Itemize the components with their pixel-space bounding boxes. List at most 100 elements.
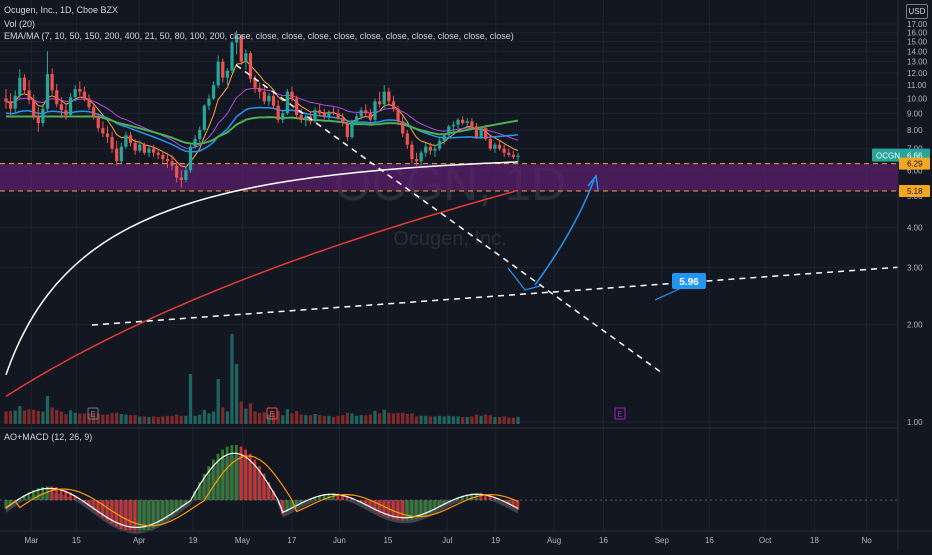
candle-body xyxy=(166,159,169,161)
candle-body xyxy=(4,99,7,102)
candle-body xyxy=(74,89,77,97)
volume-bar xyxy=(433,416,436,424)
candle-body xyxy=(230,43,233,71)
price-tick-label: 1.00 xyxy=(907,418,923,427)
volume-bar xyxy=(350,413,353,424)
candle-body xyxy=(51,74,54,90)
volume-bar xyxy=(221,407,224,424)
volume-bar xyxy=(327,416,330,424)
candle-body xyxy=(221,62,224,78)
candle-body xyxy=(443,135,446,141)
candle-body xyxy=(69,97,72,115)
price-tick-label: 2.00 xyxy=(907,321,923,330)
volume-bar xyxy=(378,413,381,424)
candle-body xyxy=(475,126,478,137)
candle-body xyxy=(32,100,35,117)
candle-body xyxy=(507,153,510,155)
volume-bar xyxy=(406,414,409,424)
price-tick-label: 4.00 xyxy=(907,223,923,232)
candle-body xyxy=(323,113,326,116)
candle-body xyxy=(290,92,293,99)
last-price-symbol: OCGN xyxy=(876,152,900,161)
volume-legend[interactable]: Vol (20) xyxy=(4,19,35,29)
volume-bar xyxy=(41,412,44,424)
price-tick-label: 13.00 xyxy=(907,58,928,67)
price-tick-label: 10.00 xyxy=(907,95,928,104)
volume-bar xyxy=(198,415,201,424)
candle-body xyxy=(286,92,289,114)
candle-body xyxy=(189,147,192,171)
volume-bar xyxy=(447,416,450,424)
volume-bar xyxy=(383,410,386,424)
volume-bar xyxy=(129,415,132,424)
volume-bar xyxy=(452,416,455,424)
wedge-marker xyxy=(508,268,540,290)
volume-bar xyxy=(120,414,123,424)
volume-bar xyxy=(387,413,390,424)
volume-bar xyxy=(18,406,21,424)
candle-body xyxy=(78,89,81,92)
candle-body xyxy=(23,78,26,91)
volume-bar xyxy=(235,364,238,424)
candle-body xyxy=(18,78,21,96)
candle-body xyxy=(170,161,173,165)
volume-bar xyxy=(336,416,339,424)
candle-body xyxy=(41,109,44,123)
earnings-label: E xyxy=(617,410,622,419)
ema-ma-legend[interactable]: EMA/MA (7, 10, 50, 150, 200, 400, 21, 50… xyxy=(4,31,514,41)
candle-body xyxy=(341,118,344,123)
price-tick-label: 3.00 xyxy=(907,264,923,273)
volume-bar xyxy=(475,415,478,424)
candle-body xyxy=(410,145,413,159)
watermark-description: Ocugen, Inc. xyxy=(393,228,506,250)
time-tick-label: 15 xyxy=(72,536,81,545)
price-tick-label: 17.00 xyxy=(907,20,928,29)
volume-bar xyxy=(512,418,515,424)
candle-body xyxy=(392,101,395,108)
candle-body xyxy=(503,149,506,153)
candle-body xyxy=(498,145,501,149)
symbol-title[interactable]: Ocugen, Inc., 1D, Cboe BZX xyxy=(4,5,118,15)
candle-body xyxy=(55,90,58,104)
level-price-value: 5.18 xyxy=(907,187,923,196)
volume-bar xyxy=(46,396,49,424)
support-zone xyxy=(0,164,898,191)
candle-body xyxy=(396,109,399,122)
volume-bar xyxy=(415,416,418,424)
candle-body xyxy=(203,106,206,130)
price-axis[interactable]: 1.002.003.004.005.006.007.008.009.0010.0… xyxy=(898,0,932,550)
volume-bar xyxy=(479,416,482,424)
candle-body xyxy=(129,135,132,142)
volume-bar xyxy=(489,415,492,424)
volume-bar xyxy=(484,415,487,424)
candle-body xyxy=(46,74,49,109)
volume-bar xyxy=(55,410,58,424)
volume-bar xyxy=(170,416,173,424)
trendline-drawings[interactable]: 5.96 xyxy=(92,65,930,373)
volume-bar xyxy=(244,409,247,424)
candle-body xyxy=(304,116,307,119)
volume-bar xyxy=(355,416,358,424)
volume-bar xyxy=(101,415,104,424)
candle-body xyxy=(157,153,160,155)
currency-badge[interactable]: USD xyxy=(906,4,928,19)
volume-bar xyxy=(249,403,252,424)
time-tick-label: 19 xyxy=(491,536,500,545)
candle-body xyxy=(378,101,381,104)
candle-body xyxy=(226,71,229,78)
candle-body xyxy=(470,121,473,126)
volume-bar xyxy=(14,410,17,424)
volume-bar xyxy=(78,413,81,424)
price-tick-label: 8.00 xyxy=(907,126,923,135)
volume-bar xyxy=(286,409,289,424)
volume-bar xyxy=(203,410,206,424)
volume-bar xyxy=(189,374,192,424)
candle-body xyxy=(207,99,210,106)
volume-bars xyxy=(4,334,519,424)
ao-macd-legend[interactable]: AO+MACD (12, 26, 9) xyxy=(4,432,92,442)
candle-body xyxy=(258,88,261,92)
level-price-value: 6.29 xyxy=(907,160,923,169)
volume-bar xyxy=(37,411,40,424)
